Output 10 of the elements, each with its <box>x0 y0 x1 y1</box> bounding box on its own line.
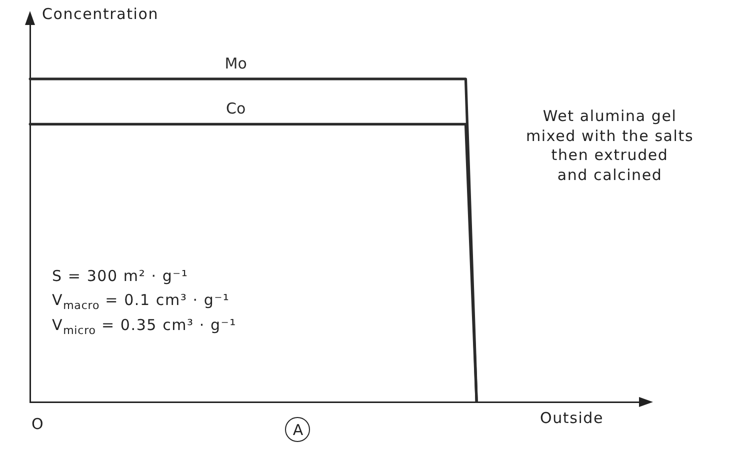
annotation: Wet alumina gel mixed with the salts then extruded and calcined <box>526 107 694 186</box>
text: A <box>292 420 304 439</box>
x-axis-title: Outside <box>540 409 604 428</box>
annotation: S = 300 m² · g⁻¹ <box>52 266 188 286</box>
annotation: V$_{micro}$ = 0.35 cm³ · g⁻¹ <box>52 316 236 338</box>
y-axis-title: Concentration <box>42 5 159 24</box>
series-label: Mo <box>224 54 247 72</box>
annotation: V$_{macro}$ = 0.1 cm³ · g⁻¹ <box>52 291 230 314</box>
text: O <box>32 415 44 434</box>
series-label: Co <box>226 100 246 118</box>
